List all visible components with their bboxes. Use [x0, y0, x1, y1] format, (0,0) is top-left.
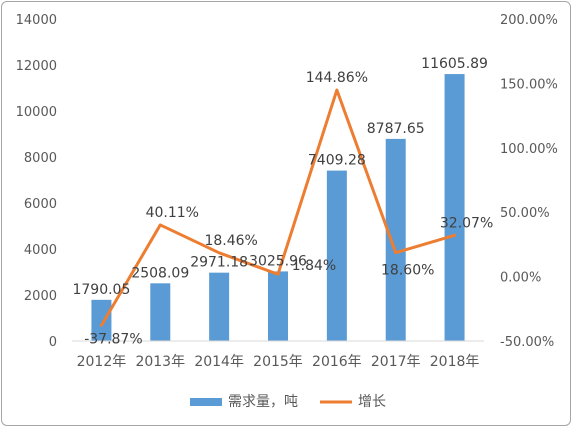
line-value-label: 144.86% [306, 70, 368, 86]
x-tick-label: 2015年 [253, 354, 303, 370]
left-tick-label: 10000 [16, 105, 57, 120]
right-axis-ticks: -50.00% 0.00% 50.00% 100.00% 150.00% 200.00% [500, 13, 558, 350]
right-tick-label: 100.00% [500, 142, 558, 157]
left-tick-label: 0 [49, 335, 57, 350]
bar-value-label: 2508.09 [131, 265, 189, 281]
legend: 需求量，吨 增长 [190, 394, 386, 410]
left-axis-ticks: 0 2000 4000 6000 8000 10000 12000 14000 [16, 13, 57, 350]
right-tick-label: 50.00% [500, 206, 550, 221]
line-value-label: -37.87% [84, 331, 142, 347]
bar-value-label: 8787.65 [367, 121, 425, 137]
legend-label-bar: 需求量，吨 [228, 394, 298, 410]
legend-label-line: 增长 [358, 394, 386, 410]
left-tick-label: 8000 [24, 151, 57, 166]
line-value-label: 18.60% [381, 263, 434, 279]
line-series [99, 88, 457, 327]
x-tick-label: 2017年 [371, 354, 421, 370]
bar [444, 74, 465, 342]
bar [91, 299, 112, 341]
bar [150, 283, 171, 341]
bar-value-label: 3025.96 [249, 253, 307, 269]
line-value-label: 1.84% [292, 258, 336, 274]
x-tick-label: 2016年 [312, 354, 362, 370]
x-tick-label: 2013年 [135, 354, 185, 370]
left-tick-label: 14000 [16, 13, 57, 28]
line-value-label: 32.07% [440, 215, 493, 231]
bar-value-label: 2971.18 [190, 255, 248, 271]
line-value-label: 18.46% [204, 233, 257, 249]
bar [268, 271, 288, 341]
right-tick-label: 150.00% [500, 77, 558, 92]
legend-swatch-bar [190, 398, 222, 406]
left-tick-label: 2000 [24, 289, 57, 304]
growth-line [99, 88, 457, 327]
x-tick-label: 2018年 [430, 354, 480, 370]
right-tick-label: 0.00% [500, 271, 541, 286]
bar-value-label: 11605.89 [421, 56, 488, 72]
left-tick-label: 6000 [24, 197, 57, 212]
bar [385, 138, 406, 341]
line-data-labels: -37.87% 40.11% 18.46% 1.84% 144.86% 18.60% 32.… [84, 70, 493, 347]
bar [326, 170, 347, 341]
bar [209, 272, 230, 341]
right-tick-label: 200.00% [500, 13, 558, 28]
x-axis-ticks: 2012年 2013年 2014年 2015年 2016年 2017年 2018年 [77, 354, 480, 370]
left-tick-label: 12000 [16, 59, 57, 74]
x-tick-label: 2014年 [194, 354, 244, 370]
bar-value-label: 7409.28 [308, 153, 366, 169]
line-value-label: 40.11% [146, 205, 199, 221]
x-tick-label: 2012年 [77, 354, 127, 370]
right-tick-label: -50.00% [500, 335, 554, 350]
bar-value-label: 1790.05 [72, 282, 130, 298]
bar-series [91, 74, 465, 342]
left-tick-label: 4000 [24, 243, 57, 258]
